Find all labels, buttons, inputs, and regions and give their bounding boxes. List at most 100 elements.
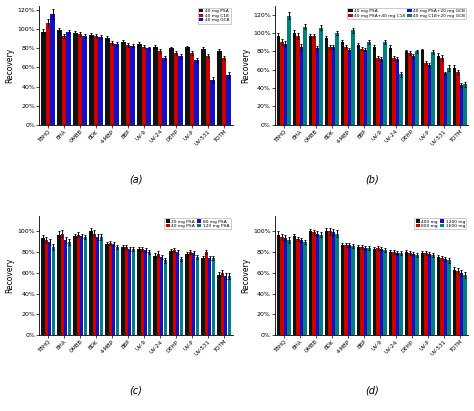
Bar	[348, 50, 351, 125]
Bar	[335, 33, 338, 125]
Bar	[208, 259, 211, 335]
Bar	[412, 254, 415, 335]
Bar	[431, 255, 435, 335]
Bar	[440, 58, 444, 125]
Bar	[357, 45, 360, 125]
Bar	[328, 231, 332, 335]
Bar	[73, 33, 78, 125]
Bar	[66, 32, 71, 125]
Bar	[180, 259, 183, 335]
Bar	[344, 47, 347, 125]
Bar	[364, 248, 367, 335]
Bar	[176, 252, 180, 335]
Bar	[293, 236, 296, 335]
Bar	[82, 36, 87, 125]
Bar	[142, 46, 146, 125]
Bar	[415, 255, 419, 335]
Bar	[169, 48, 173, 125]
Bar	[83, 237, 87, 335]
Bar	[73, 236, 76, 335]
Bar	[185, 254, 189, 335]
Bar	[389, 48, 392, 125]
Bar	[316, 233, 319, 335]
Bar	[453, 270, 456, 335]
Bar	[105, 244, 109, 335]
Bar	[396, 253, 399, 335]
Bar	[360, 247, 364, 335]
Bar	[144, 250, 147, 335]
Bar	[437, 56, 440, 125]
Bar	[77, 235, 80, 335]
Bar	[316, 48, 319, 125]
Bar	[153, 256, 156, 335]
Bar	[57, 30, 62, 125]
Bar	[412, 56, 415, 125]
Y-axis label: Recovery: Recovery	[6, 48, 15, 83]
Bar	[128, 249, 131, 335]
Bar	[373, 249, 376, 335]
Bar	[62, 36, 66, 125]
Bar	[319, 235, 323, 335]
Bar	[57, 235, 61, 335]
Bar	[178, 56, 183, 125]
Bar	[460, 85, 463, 125]
Bar	[380, 249, 383, 335]
Bar	[328, 47, 332, 125]
Bar	[373, 47, 376, 125]
Bar	[364, 50, 367, 125]
Bar	[228, 276, 231, 335]
Bar	[444, 259, 447, 335]
Bar	[194, 60, 199, 125]
Bar	[428, 65, 431, 125]
Bar	[169, 251, 173, 335]
Bar	[424, 253, 428, 335]
Bar	[205, 252, 208, 335]
Bar	[296, 239, 300, 335]
Bar	[296, 36, 300, 125]
Y-axis label: Recovery: Recovery	[241, 258, 250, 293]
Bar	[224, 276, 228, 335]
Bar	[153, 46, 158, 125]
Bar	[284, 238, 287, 335]
Bar	[222, 58, 226, 125]
Bar	[99, 37, 103, 125]
Bar	[335, 233, 338, 335]
Bar	[447, 261, 451, 335]
Bar	[132, 249, 135, 335]
Bar	[141, 249, 144, 335]
Bar	[408, 253, 411, 335]
Bar	[303, 27, 307, 125]
Bar	[109, 243, 112, 335]
Legend: 20 mg PSA, 40 mg PSA, 80 mg PSA, 120 mg PSA: 20 mg PSA, 40 mg PSA, 80 mg PSA, 120 mg …	[164, 218, 231, 229]
Bar	[376, 58, 380, 125]
Bar	[431, 52, 435, 125]
Y-axis label: Recovery: Recovery	[241, 48, 250, 83]
Bar	[68, 242, 71, 335]
Bar	[277, 36, 280, 125]
Bar	[392, 252, 396, 335]
Bar	[405, 252, 408, 335]
Bar	[396, 59, 399, 125]
Bar	[360, 48, 364, 125]
Bar	[80, 236, 83, 335]
Text: (c): (c)	[129, 385, 143, 395]
Bar	[116, 247, 119, 335]
Bar	[64, 240, 67, 335]
Bar	[376, 248, 380, 335]
Bar	[287, 16, 291, 125]
Bar	[41, 238, 45, 335]
Bar	[125, 247, 128, 335]
Bar	[332, 233, 335, 335]
Bar	[100, 237, 103, 335]
Bar	[344, 245, 347, 335]
Bar	[50, 14, 55, 125]
Bar	[227, 75, 231, 125]
Bar	[284, 44, 287, 125]
Bar	[121, 42, 126, 125]
Bar	[158, 51, 162, 125]
Bar	[217, 51, 222, 125]
Bar	[61, 233, 64, 335]
Bar	[332, 47, 335, 125]
Bar	[383, 42, 387, 125]
Bar	[351, 246, 355, 335]
